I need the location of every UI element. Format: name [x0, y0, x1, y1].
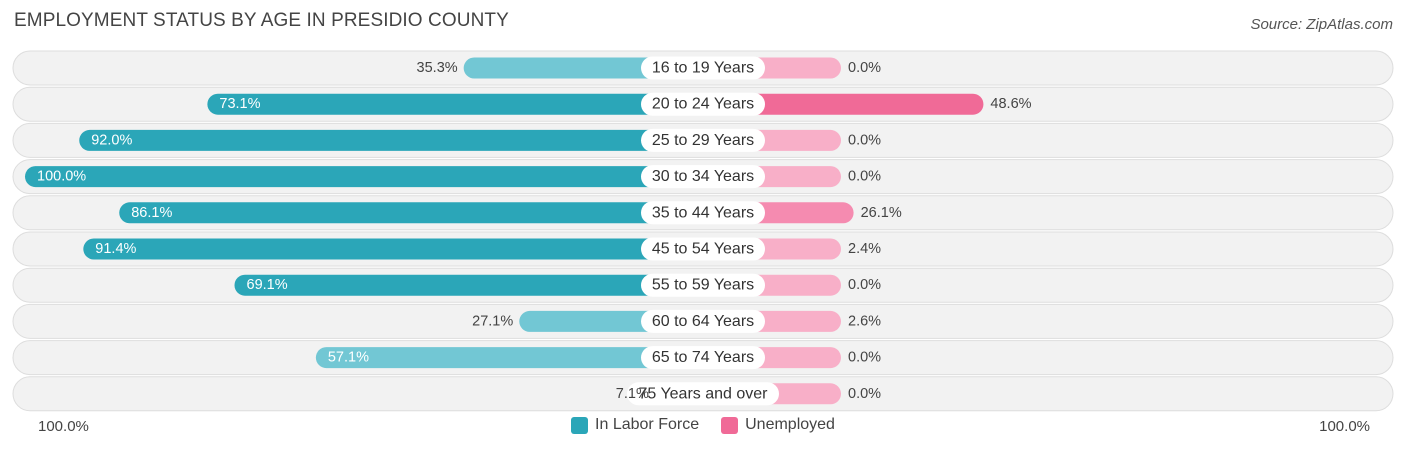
value-labor-force-55-to-59-years: 69.1% — [247, 277, 288, 293]
category-pill-75-years-and-over — [627, 382, 779, 406]
category-label-45-to-54-years: 45 to 54 Years — [652, 241, 754, 258]
value-unemployed-75-years-and-over: 0.0% — [848, 386, 881, 402]
category-pill-65-to-74-years — [641, 346, 765, 370]
category-pill-20-to-24-years — [641, 92, 765, 116]
bar-labor-force-35-to-44-years[interactable] — [119, 202, 703, 224]
value-labor-force-16-to-19-years: 35.3% — [417, 60, 458, 76]
value-labor-force-20-to-24-years: 73.1% — [219, 96, 260, 112]
value-unemployed-30-to-34-years: 0.0% — [848, 169, 881, 185]
value-unemployed-35-to-44-years: 26.1% — [861, 205, 902, 221]
category-label-25-to-29-years: 25 to 29 Years — [652, 132, 754, 149]
value-unemployed-65-to-74-years: 0.0% — [848, 350, 881, 366]
category-label-55-to-59-years: 55 to 59 Years — [652, 277, 754, 294]
value-labor-force-65-to-74-years: 57.1% — [328, 350, 369, 366]
legend-item-unemployed[interactable]: Unemployed — [721, 416, 835, 434]
bar-labor-force-25-to-29-years[interactable] — [79, 129, 704, 151]
category-label-20-to-24-years: 20 to 24 Years — [652, 96, 754, 113]
value-unemployed-45-to-54-years: 2.4% — [848, 241, 881, 257]
axis-right-label: 100.0% — [1319, 418, 1370, 435]
bar-labor-force-30-to-34-years[interactable] — [25, 166, 703, 188]
legend-label-unemployed: Unemployed — [745, 416, 835, 433]
bar-labor-force-20-to-24-years[interactable] — [207, 93, 703, 115]
category-pill-35-to-44-years — [641, 201, 765, 225]
value-unemployed-55-to-59-years: 0.0% — [848, 277, 881, 293]
category-pill-55-to-59-years — [641, 273, 765, 297]
value-labor-force-75-years-and-over: 7.1% — [616, 386, 649, 402]
bar-labor-force-45-to-54-years[interactable] — [83, 238, 704, 260]
bar-labor-force-65-to-74-years[interactable] — [315, 347, 703, 369]
legend-swatch-labor-force — [571, 416, 589, 434]
category-pill-16-to-19-years — [641, 56, 765, 80]
category-label-35-to-44-years: 35 to 44 Years — [652, 204, 754, 221]
bar-labor-force-55-to-59-years[interactable] — [234, 274, 703, 296]
value-labor-force-30-to-34-years: 100.0% — [37, 169, 86, 185]
category-pill-60-to-64-years — [641, 309, 765, 333]
value-unemployed-60-to-64-years: 2.6% — [848, 313, 881, 329]
source-label: Source: ZipAtlas.com — [1250, 16, 1393, 33]
value-labor-force-45-to-54-years: 91.4% — [95, 241, 136, 257]
legend-label-labor-force: In Labor Force — [595, 416, 700, 433]
category-label-60-to-64-years: 60 to 64 Years — [652, 313, 754, 330]
value-labor-force-25-to-29-years: 92.0% — [91, 132, 132, 148]
category-label-16-to-19-years: 16 to 19 Years — [652, 60, 754, 77]
category-pill-45-to-54-years — [641, 237, 765, 261]
category-label-65-to-74-years: 65 to 74 Years — [652, 349, 754, 366]
chart-title: EMPLOYMENT STATUS BY AGE IN PRESIDIO COU… — [14, 10, 509, 31]
axis-left-label: 100.0% — [38, 418, 89, 435]
legend-item-labor-force[interactable]: In Labor Force — [571, 416, 699, 434]
category-label-75-years-and-over: 75 Years and over — [639, 385, 769, 402]
value-unemployed-16-to-19-years: 0.0% — [848, 60, 881, 76]
category-pill-25-to-29-years — [641, 128, 765, 152]
value-unemployed-25-to-29-years: 0.0% — [848, 132, 881, 148]
value-labor-force-60-to-64-years: 27.1% — [472, 313, 513, 329]
category-pill-30-to-34-years — [641, 165, 765, 189]
category-label-30-to-34-years: 30 to 34 Years — [652, 168, 754, 185]
legend-swatch-unemployed — [721, 416, 739, 434]
value-labor-force-35-to-44-years: 86.1% — [131, 205, 172, 221]
legend: In Labor Force Unemployed — [0, 416, 1406, 434]
bar-unemployed-20-to-24-years[interactable] — [703, 93, 984, 115]
value-unemployed-20-to-24-years: 48.6% — [990, 96, 1031, 112]
